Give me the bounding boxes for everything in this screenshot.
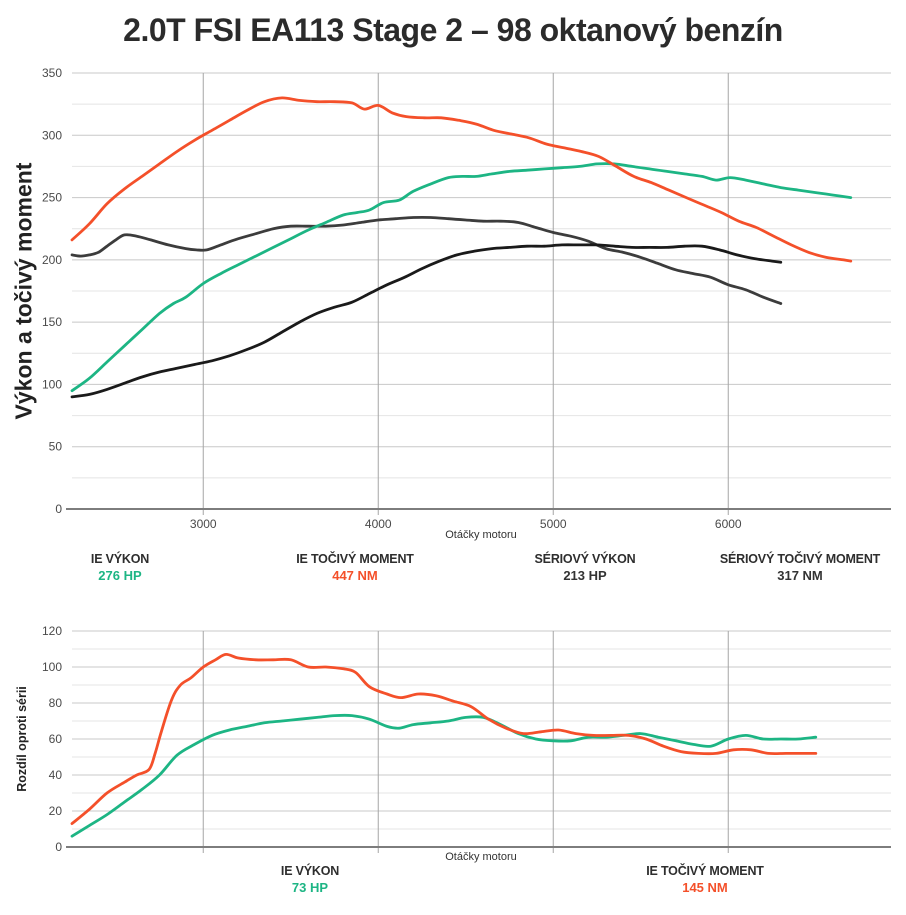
bottom-chart-y-axis-title: Rozdíl oproti sérii	[15, 686, 29, 792]
series-green	[70, 713, 818, 838]
legend-label: IE TOČIVÝ MOMENT	[296, 552, 414, 566]
series-orange	[70, 652, 818, 825]
y-tick-label: 350	[42, 66, 62, 80]
series-green	[70, 162, 853, 393]
y-tick-label: 40	[49, 768, 63, 782]
y-tick-label: 100	[42, 660, 62, 674]
legend-label: SÉRIOVÝ TOČIVÝ MOMENT	[719, 552, 881, 566]
y-tick-label: 0	[55, 502, 62, 516]
page-title: 2.0T FSI EA113 Stage 2 – 98 oktanový ben…	[123, 12, 783, 48]
x-tick-label: 6000	[715, 517, 742, 531]
x-tick-label: 5000	[540, 517, 567, 531]
legend-item-stock-power: SÉRIOVÝ VÝKON 213 HP	[535, 552, 636, 583]
series-orange	[70, 96, 853, 263]
legend-label: IE VÝKON	[280, 864, 340, 878]
legend-value: 145 NM	[682, 880, 728, 895]
legend-value: 73 HP	[291, 880, 329, 895]
y-tick-label: 80	[49, 696, 63, 710]
top-chart-x-axis-title: Otáčky motoru	[445, 529, 517, 541]
y-tick-label: 20	[49, 804, 63, 818]
y-tick-label: 0	[55, 840, 62, 854]
top-chart: 0 50 100 150 200 250 300 350 3000 4000 5000 6000	[42, 66, 891, 531]
top-chart-y-axis-title: Výkon a točivý moment	[10, 162, 37, 420]
legend-label: IE VÝKON	[90, 552, 150, 566]
legend-item-ie-power: IE VÝKON 276 HP	[91, 552, 149, 583]
legend-item-diff-power: IE VÝKON 73 HP	[281, 864, 339, 895]
y-tick-label: 120	[42, 624, 62, 638]
y-tick-label: 50	[49, 440, 63, 454]
bottom-chart-x-axis-title: Otáčky motoru	[445, 851, 517, 863]
x-tick-label: 3000	[190, 517, 217, 531]
series-black	[70, 243, 783, 399]
y-tick-label: 100	[42, 377, 62, 391]
series-gray	[70, 215, 783, 305]
legend-label: SÉRIOVÝ VÝKON	[534, 552, 636, 566]
y-tick-label: 300	[42, 128, 62, 142]
x-tick-label: 4000	[365, 517, 392, 531]
y-tick-label: 60	[49, 732, 63, 746]
y-tick-label: 200	[42, 253, 62, 267]
legend-label: IE TOČIVÝ MOMENT	[646, 864, 764, 878]
legend-item-diff-torque: IE TOČIVÝ MOMENT 145 NM	[646, 864, 764, 895]
legend-item-stock-torque: SÉRIOVÝ TOČIVÝ MOMENT 317 NM	[720, 552, 880, 583]
legend-value: 317 NM	[777, 568, 823, 583]
legend-value: 276 HP	[98, 568, 142, 583]
legend-value: 213 HP	[563, 568, 607, 583]
y-tick-label: 150	[42, 315, 62, 329]
y-tick-label: 250	[42, 191, 62, 205]
bottom-chart: 0 20 40 60 80 100 120	[42, 624, 891, 854]
legend-item-ie-torque: IE TOČIVÝ MOMENT 447 NM	[296, 552, 414, 583]
legend-value: 447 NM	[332, 568, 378, 583]
